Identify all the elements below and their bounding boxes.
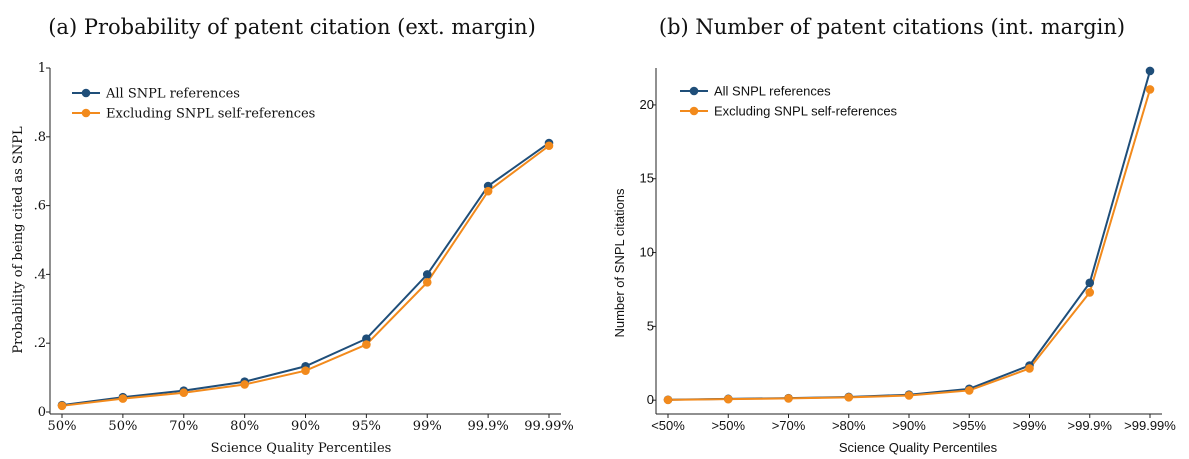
chart-b-x-tick-label: >99.9% (1068, 418, 1113, 433)
chart-b-legend-label-1: Excluding SNPL self-references (714, 104, 898, 119)
chart-b-series-excl-self-point (1085, 288, 1095, 297)
chart-a-x-tick-label: 99.9% (467, 419, 508, 434)
chart-b-series-all-snpl-point (1145, 66, 1155, 76)
chart-a-y-tick-label: 0 (38, 405, 46, 420)
chart-b-series-excl-self-point (663, 395, 673, 405)
chart-a-y-tick-label: .4 (34, 267, 46, 282)
chart-b-x-tick-label: >70% (772, 418, 806, 433)
chart-b-legend-marker-1 (689, 106, 699, 116)
chart-a-x-tick-label: 80% (230, 419, 259, 434)
chart-b-svg: (b) Number of patent citations (int. mar… (612, 15, 1176, 455)
chart-a-series-all-snpl-point (422, 270, 432, 279)
chart-a-y-tick-label: .6 (34, 199, 46, 214)
chart-b-y-tick-label: 20 (640, 97, 654, 112)
chart-a-series-excl-self-point (118, 394, 128, 403)
chart-a-x-tick-label: 95% (352, 419, 381, 434)
chart-a-panel: (a) Probability of patent citation (ext.… (0, 0, 594, 459)
chart-a-series-excl-self-point (483, 186, 493, 196)
chart-b-x-tick-label: >99% (1013, 418, 1047, 433)
chart-b-legend-marker-0 (689, 86, 699, 96)
chart-a-x-tick-label: 90% (291, 419, 320, 434)
chart-b-series-excl-self-point (784, 394, 793, 403)
chart-a-x-tick-label: 50% (108, 419, 137, 434)
chart-a-x-tick-label: 50% (48, 419, 77, 434)
chart-b-series-all-snpl-point (1085, 278, 1095, 288)
chart-b-series-all-snpl-line (667, 70, 1151, 401)
chart-b-y-axis-label: Number of SNPL citations (612, 188, 627, 338)
chart-a-x-tick-label: 99.99% (524, 419, 574, 434)
chart-b-y-tick-label: 0 (647, 392, 654, 407)
chart-a-y-tick-label: .2 (34, 336, 46, 351)
chart-a-x-tick-label: 70% (169, 419, 198, 434)
chart-a-y-tick-label: .8 (34, 130, 46, 145)
chart-b-y-tick-label: 5 (647, 318, 654, 333)
chart-b-series-excl-self-line (667, 89, 1151, 401)
chart-b-y-tick-label: 10 (640, 245, 654, 260)
chart-b-x-axis-label: Science Quality Percentiles (839, 440, 998, 455)
chart-b-x-tick-label: >90% (892, 418, 926, 433)
chart-b-series-excl-self-point (904, 391, 914, 400)
chart-b-series-excl-self-point (844, 393, 854, 402)
chart-a-y-tick-label: 1 (38, 61, 46, 76)
chart-a-svg: (a) Probability of patent citation (ext.… (11, 15, 574, 456)
chart-b-title: (b) Number of patent citations (int. mar… (659, 15, 1125, 39)
chart-a-legend-marker-1 (81, 108, 91, 118)
chart-b-series-excl-self-point (1025, 364, 1034, 373)
chart-b-panel: (b) Number of patent citations (int. mar… (594, 0, 1189, 459)
chart-a-legend-marker-0 (81, 88, 91, 98)
chart-a-x-tick-label: 99% (413, 419, 442, 434)
chart-a-series-excl-self-point (301, 366, 310, 376)
chart-b-x-tick-label: >80% (832, 418, 866, 433)
chart-b-x-tick-label: >95% (952, 418, 986, 433)
chart-b-series-excl-self-point (723, 394, 733, 404)
chart-a-series-excl-self-point (179, 388, 189, 398)
chart-a-series-excl-self-point (57, 401, 67, 411)
chart-a-series-excl-self-point (422, 278, 432, 287)
chart-b-y-tick-label: 15 (640, 171, 654, 186)
chart-b-x-tick-label: >50% (711, 418, 745, 433)
chart-b-series-excl-self-point (1145, 85, 1155, 94)
chart-a-title: (a) Probability of patent citation (ext.… (48, 15, 536, 39)
chart-b-x-tick-label: >99.99% (1124, 418, 1176, 433)
chart-a-legend-label-1: Excluding SNPL self-references (106, 107, 315, 122)
chart-a-y-axis-label: Probability of being cited as SNPL (11, 126, 26, 354)
chart-a-x-axis-label: Science Quality Percentiles (211, 441, 392, 456)
chart-b-x-tick-label: <50% (651, 418, 685, 433)
chart-a-series-excl-self-point (544, 141, 554, 151)
chart-a-series-excl-self-point (362, 340, 371, 349)
chart-a-series-excl-self-point (240, 380, 249, 389)
chart-b-series-excl-self-point (964, 386, 974, 395)
chart-a-legend-label-0: All SNPL references (105, 87, 240, 102)
chart-b-legend-label-0: All SNPL references (714, 84, 831, 99)
